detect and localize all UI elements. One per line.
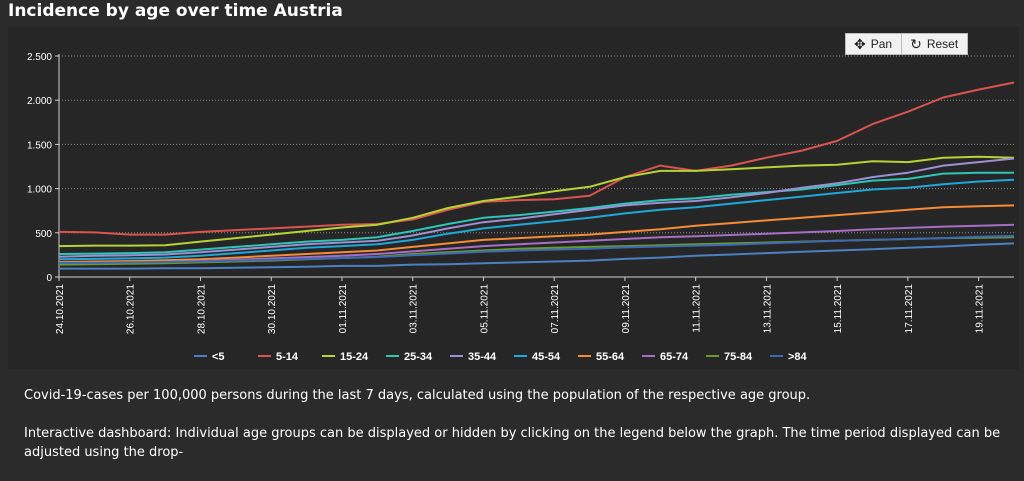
- x-tick-label: 17.11.2021: [904, 284, 915, 334]
- reset-arrow-icon: ↻: [910, 36, 922, 52]
- description-area: Covid-19-cases per 100,000 persons durin…: [24, 386, 1014, 481]
- chart-panel: 0 500 1.000 1.500 2.000 2.500 24.10.2021 26.10.…: [8, 26, 1019, 369]
- series-line[interactable]: [58, 171, 1014, 255]
- series-line[interactable]: [58, 204, 1015, 263]
- x-tick-label: 09.11.2021: [621, 284, 632, 334]
- x-tick-label: 15.11.2021: [833, 284, 844, 334]
- y-tick-label: 1.000: [27, 185, 52, 196]
- pan-button[interactable]: ✥ Pan: [845, 33, 903, 55]
- series-line[interactable]: [58, 223, 1015, 265]
- description-text: Covid-19-cases per 100,000 persons durin…: [24, 388, 811, 403]
- reset-label: Reset: [926, 37, 959, 51]
- legend-item[interactable]: 55-64: [596, 351, 625, 363]
- dashboard-help-text: Interactive dashboard: Individual age gr…: [24, 426, 1001, 460]
- y-tick-label: 2.500: [27, 52, 52, 63]
- chart-toolbar: ✥ Pan ↻ Reset: [845, 33, 969, 55]
- legend-item[interactable]: 45-54: [532, 351, 561, 363]
- x-tick-label: 26.10.2021: [126, 284, 137, 334]
- series-line[interactable]: [58, 157, 1015, 258]
- legend-item[interactable]: 5-14: [276, 351, 299, 363]
- legend-item[interactable]: 15-24: [340, 351, 369, 363]
- x-tick-label: 30.10.2021: [267, 284, 278, 334]
- legend-item[interactable]: 35-44: [468, 351, 497, 363]
- x-tick-label: 01.11.2021: [338, 284, 349, 334]
- x-tick-label: 03.11.2021: [409, 284, 420, 334]
- x-tick-label: 13.11.2021: [762, 284, 773, 334]
- series-line[interactable]: [59, 234, 1015, 264]
- x-tick-label: 24.10.2021: [55, 284, 66, 334]
- y-tick-label: 1.500: [27, 140, 52, 151]
- legend-item[interactable]: 25-34: [404, 351, 433, 363]
- pan-label: Pan: [870, 37, 893, 51]
- y-tick-label: 500: [35, 229, 52, 240]
- legend-item[interactable]: <5: [212, 351, 225, 363]
- x-tick-label: 05.11.2021: [479, 284, 490, 334]
- series-line[interactable]: [58, 81, 1015, 236]
- x-tick-label: 07.11.2021: [550, 284, 561, 334]
- series-line[interactable]: [58, 155, 1015, 248]
- reset-button[interactable]: ↻ Reset: [902, 33, 969, 55]
- line-chart[interactable]: 0 500 1.000 1.500 2.000 2.500 24.10.2021 26.10.…: [8, 26, 1019, 369]
- y-tick-label: 2.000: [27, 96, 52, 107]
- page-title: Incidence by age over time Austria: [8, 1, 343, 21]
- x-tick-label: 28.10.2021: [196, 284, 207, 334]
- legend-item[interactable]: >84: [788, 351, 808, 363]
- series-line[interactable]: [59, 242, 1015, 270]
- legend-item[interactable]: 75-84: [724, 351, 753, 363]
- x-tick-label: 11.11.2021: [692, 284, 703, 333]
- series-line[interactable]: [58, 178, 1015, 261]
- x-tick-label: 19.11.2021: [975, 284, 986, 334]
- move-arrows-icon: ✥: [854, 36, 866, 52]
- y-tick-label: 0: [46, 273, 52, 284]
- legend-item[interactable]: 65-74: [660, 351, 689, 363]
